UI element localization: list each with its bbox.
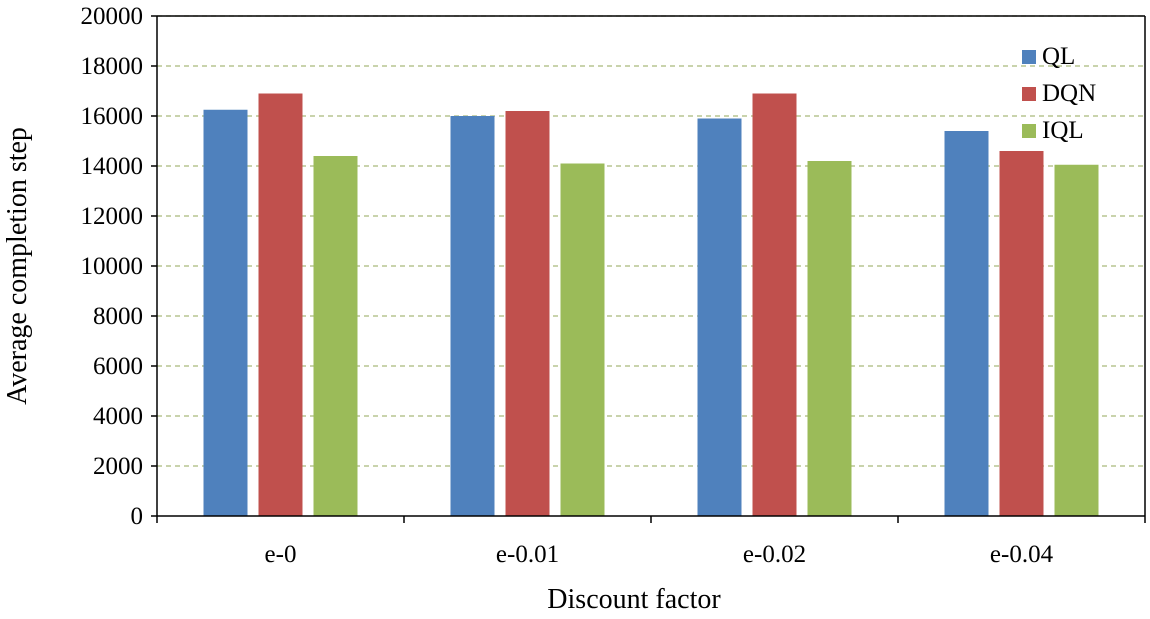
bar-iql-e-0.04 [1054, 164, 1099, 516]
legend-label-ql: QL [1042, 43, 1075, 70]
y-tick-label: 12000 [81, 203, 144, 230]
x-tick-label: e-0.01 [496, 541, 559, 568]
x-tick-label: e-0 [265, 541, 297, 568]
x-axis-label: Discount factor [547, 584, 721, 614]
y-axis-label: Average completion step [2, 127, 33, 405]
bar-iql-e-0.01 [560, 163, 605, 516]
x-tick-label: e-0.02 [743, 541, 806, 568]
legend: QL DQN IQL [1022, 43, 1096, 144]
bar-ql-e-0.01 [450, 116, 495, 516]
bars [203, 93, 1099, 516]
bar-dqn-e-0.04 [999, 151, 1044, 516]
bar-ql-e-0 [203, 109, 248, 516]
y-tick-label: 16000 [81, 103, 144, 130]
y-tick-label: 2000 [93, 453, 143, 480]
legend-label-dqn: DQN [1042, 80, 1096, 107]
bar-iql-e-0.02 [807, 161, 852, 516]
bar-iql-e-0 [313, 156, 358, 516]
y-tick-label: 10000 [81, 253, 144, 280]
bar-ql-e-0.04 [944, 131, 989, 516]
axes [151, 15, 1146, 523]
gridlines [157, 15, 1145, 467]
bar-dqn-e-0 [258, 93, 303, 516]
bar-ql-e-0.02 [697, 118, 742, 516]
legend-swatch-iql [1022, 124, 1036, 138]
y-tick-label: 6000 [93, 353, 143, 380]
y-tick-label: 14000 [81, 153, 144, 180]
legend-label-iql: IQL [1042, 117, 1084, 144]
y-tick-label: 20000 [81, 3, 144, 30]
legend-swatch-ql [1022, 50, 1036, 64]
x-tick-label: e-0.04 [990, 541, 1054, 568]
y-tick-label: 18000 [81, 53, 144, 80]
tick-labels: 0 2000 4000 6000 8000 10000 12000 14000 16000 180… [81, 3, 1054, 568]
bar-dqn-e-0.02 [752, 93, 797, 516]
bar-dqn-e-0.01 [505, 111, 550, 516]
y-tick-label: 0 [131, 503, 144, 530]
y-tick-label: 8000 [93, 303, 143, 330]
y-tick-label: 4000 [93, 403, 143, 430]
legend-swatch-dqn [1022, 87, 1036, 101]
